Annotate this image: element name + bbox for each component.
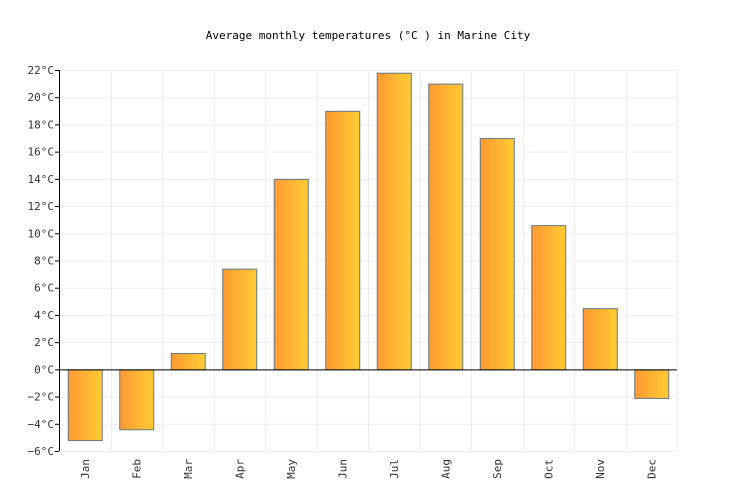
y-tick-label: −2°C — [28, 391, 55, 404]
x-tick-label: Mar — [182, 459, 195, 479]
y-tick-label: 22°C — [28, 64, 55, 77]
chart-title: Average monthly temperatures (°C ) in Ma… — [206, 29, 531, 42]
y-tick-label: 16°C — [28, 146, 55, 159]
y-tick-label: 14°C — [28, 173, 55, 186]
x-tick-label: Nov — [594, 459, 607, 479]
x-tick-label: May — [285, 459, 298, 479]
bar-mar — [170, 353, 206, 371]
y-tick-label: −6°C — [28, 445, 55, 458]
x-tick-label: Jun — [336, 459, 349, 479]
y-tick-label: 2°C — [34, 336, 54, 349]
bar-dec — [634, 369, 670, 399]
x-tick-label: Jan — [79, 459, 92, 479]
grid — [59, 70, 678, 452]
axes — [55, 70, 677, 452]
y-tick-label: 0°C — [34, 363, 54, 376]
bar-oct — [531, 225, 567, 371]
bar-jul — [376, 72, 412, 371]
y-tick-label: 4°C — [34, 309, 54, 322]
x-tick-label: Oct — [542, 459, 555, 479]
bars — [67, 72, 670, 442]
x-tick-label: Dec — [645, 459, 658, 479]
bar-may — [273, 178, 309, 371]
x-tick-label: Feb — [130, 459, 143, 479]
bar-feb — [119, 369, 155, 431]
y-tick-label: 18°C — [28, 118, 55, 131]
bar-nov — [582, 308, 618, 371]
y-tick-labels: −6°C −4°C −2°C 0°C 2°C 4°C 6°C 8°C 10°C 12°C 14°C 1… — [28, 64, 55, 458]
x-tick-labels: Jan Feb Mar Apr May Jun Jul Aug Sep Oct Nov Dec — [79, 459, 659, 479]
y-tick-label: −4°C — [28, 418, 55, 431]
y-tick-label: 10°C — [28, 227, 55, 240]
y-tick-label: 8°C — [34, 255, 54, 268]
bar-jan — [67, 369, 103, 442]
x-tick-label: Jul — [388, 459, 401, 479]
bar-aug — [428, 83, 464, 371]
y-tick-label: 12°C — [28, 200, 55, 213]
x-tick-label: Apr — [233, 459, 246, 479]
y-tick-label: 20°C — [28, 91, 55, 104]
y-tick-label: 6°C — [34, 282, 54, 295]
bar-sep — [479, 138, 515, 371]
x-tick-label: Sep — [491, 459, 504, 479]
x-tick-label: Aug — [439, 459, 452, 479]
bar-apr — [222, 268, 258, 371]
bar-jun — [325, 110, 361, 371]
